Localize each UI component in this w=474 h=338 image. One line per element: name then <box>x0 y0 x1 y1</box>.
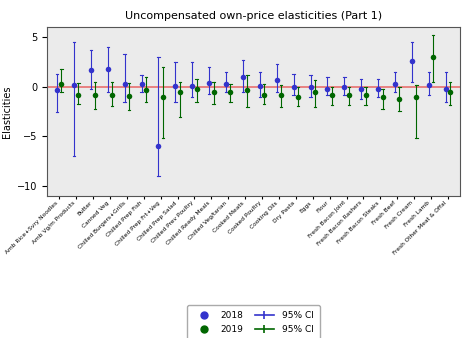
Point <box>109 92 116 97</box>
Point <box>260 92 268 97</box>
Point <box>307 84 314 89</box>
Point <box>227 89 234 94</box>
Point <box>311 89 319 94</box>
Point <box>87 67 95 72</box>
Point <box>189 83 196 89</box>
Point <box>70 82 78 88</box>
Point <box>294 94 302 99</box>
Point <box>391 81 399 87</box>
Point <box>53 87 61 92</box>
Point <box>328 92 336 97</box>
Point <box>74 92 82 97</box>
Point <box>412 94 420 99</box>
Point <box>172 83 179 89</box>
Point <box>340 84 348 89</box>
Point <box>142 87 150 92</box>
Point <box>159 94 167 99</box>
Point <box>442 86 449 91</box>
Point <box>193 86 201 91</box>
Point <box>205 80 213 86</box>
Point <box>379 94 386 99</box>
Point <box>362 92 369 97</box>
Point <box>176 89 183 94</box>
Point <box>91 92 99 97</box>
Point <box>125 93 133 98</box>
Point <box>429 54 437 59</box>
Point <box>396 96 403 101</box>
Point <box>408 58 416 64</box>
Point <box>345 92 353 97</box>
Point <box>425 82 433 88</box>
Point <box>324 86 331 91</box>
Point <box>374 86 382 91</box>
Point <box>155 144 162 149</box>
Point <box>277 92 285 97</box>
Point <box>58 81 65 87</box>
Y-axis label: Elasticities: Elasticities <box>2 85 12 138</box>
Point <box>273 77 281 82</box>
Point <box>121 81 128 87</box>
Point <box>138 81 146 87</box>
Point <box>447 89 454 94</box>
Point <box>256 83 264 89</box>
Title: Uncompensated own-price elasticities (Part 1): Uncompensated own-price elasticities (Pa… <box>125 11 382 21</box>
Point <box>104 66 111 72</box>
Legend: 2018, 2019, 95% CI, 95% CI: 2018, 2019, 95% CI, 95% CI <box>187 305 320 338</box>
Point <box>210 89 217 94</box>
Point <box>244 87 251 92</box>
Point <box>357 86 365 91</box>
Point <box>222 81 230 87</box>
Point <box>290 84 298 89</box>
Point <box>239 74 247 79</box>
